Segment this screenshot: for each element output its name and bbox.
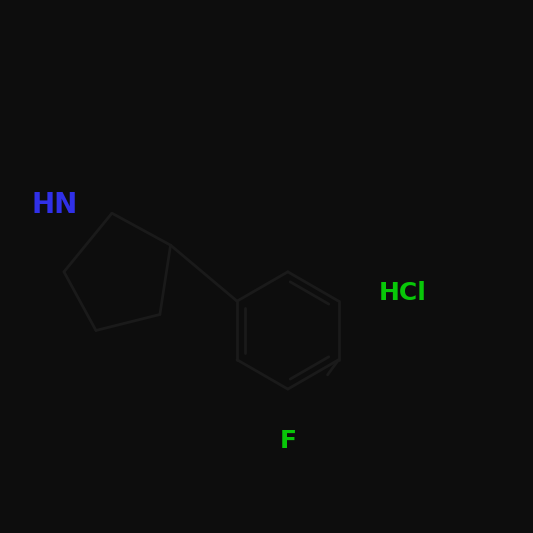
Text: HN: HN [31,191,77,219]
Text: F: F [279,429,296,453]
Text: HCl: HCl [378,281,426,305]
